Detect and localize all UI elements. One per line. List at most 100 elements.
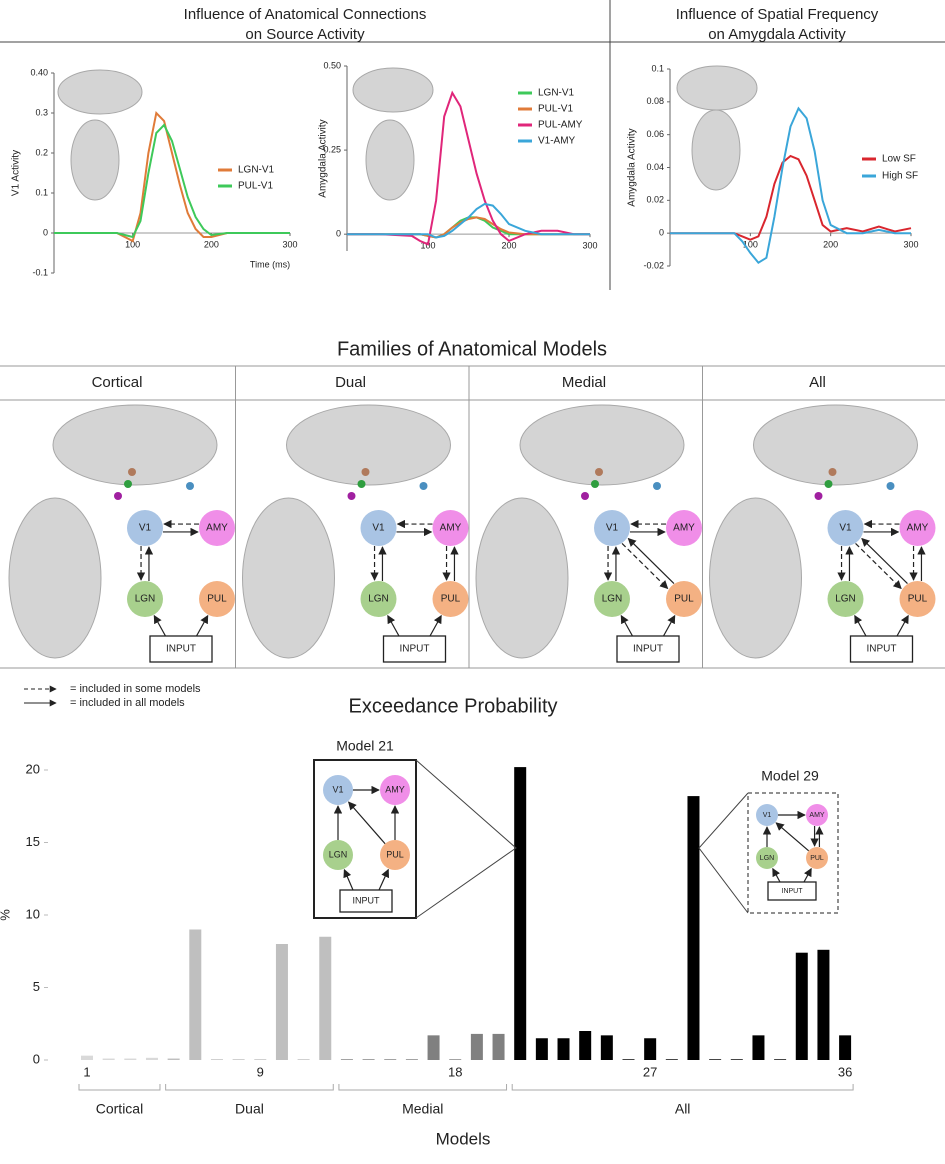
- node: [594, 510, 630, 546]
- legend-label: PUL-V1: [538, 104, 573, 115]
- bar: [600, 1035, 613, 1060]
- node: [827, 510, 864, 546]
- x-tick-label: 36: [838, 1064, 852, 1079]
- node: [594, 581, 630, 617]
- y-axis-label: Amygdala Activity: [627, 128, 638, 206]
- bar: [275, 944, 288, 1060]
- legend-label: LGN-V1: [538, 88, 575, 99]
- input-label: INPUT: [867, 644, 897, 655]
- bar: [319, 936, 332, 1060]
- node: [756, 804, 778, 826]
- bar: [167, 1058, 180, 1060]
- node-label: AMY: [673, 523, 695, 534]
- bar: [665, 1059, 678, 1060]
- node-label: V1: [372, 523, 385, 534]
- chart-title: Influence of Spatial Frequency: [676, 6, 879, 23]
- y-tick-label: 0: [336, 229, 341, 239]
- group-bracket: [165, 1084, 334, 1091]
- legend-label: V1-AMY: [538, 136, 576, 147]
- y-tick-label: -0.02: [643, 260, 664, 270]
- y-tick-label: 0.2: [35, 147, 48, 157]
- node: [899, 510, 936, 546]
- bar: [254, 1059, 267, 1060]
- node: [666, 510, 702, 546]
- x-tick-label: 1: [83, 1064, 90, 1079]
- solid-connection: [861, 537, 908, 584]
- brain-marker: [591, 480, 599, 488]
- solid-connection: [195, 614, 209, 637]
- node-label: V1: [606, 523, 619, 534]
- y-tick-label: 20: [26, 761, 40, 776]
- brain-image: [57, 69, 143, 115]
- bar: [189, 929, 202, 1060]
- y-tick-label: 0.08: [646, 96, 664, 106]
- legend-label: LGN-V1: [238, 165, 275, 176]
- bar: [514, 767, 527, 1060]
- y-tick-label: 0.04: [646, 162, 664, 172]
- brain-image: [365, 119, 415, 201]
- bar: [449, 1059, 462, 1060]
- input-box: [767, 881, 817, 901]
- node: [360, 581, 397, 617]
- bar: [644, 1038, 657, 1060]
- node-label: V1: [332, 784, 343, 794]
- x-tick-label: 300: [282, 239, 297, 249]
- series-line: [670, 106, 911, 265]
- y-tick-label: 0.1: [651, 63, 664, 73]
- y-tick-label: 0: [33, 1051, 40, 1066]
- bar: [817, 949, 830, 1060]
- input-label: INPUT: [166, 644, 196, 655]
- bar: [730, 1059, 743, 1060]
- dashed-connection: [621, 543, 669, 590]
- x-tick-label: 300: [903, 240, 918, 250]
- y-tick-label: 0: [659, 228, 664, 238]
- node-label: PUL: [810, 855, 824, 862]
- x-tick-label: 300: [582, 241, 597, 251]
- chart-title: Exceedance Probability: [348, 695, 557, 717]
- legend-label: High SF: [882, 171, 918, 182]
- bar: [774, 1059, 787, 1060]
- bar: [795, 952, 808, 1060]
- chart-title: on Source Activity: [245, 26, 365, 43]
- legend-label: PUL-AMY: [538, 120, 583, 131]
- bar: [687, 796, 700, 1060]
- y-tick-label: 0.40: [30, 67, 48, 77]
- brain-image: [52, 404, 218, 486]
- solid-connection: [429, 614, 442, 637]
- solid-connection: [803, 867, 812, 883]
- node-label: LGN: [329, 849, 348, 859]
- bar: [145, 1057, 158, 1060]
- y-tick-label: 5: [33, 979, 40, 994]
- legend-text: = included in all models: [70, 697, 185, 709]
- node: [666, 581, 702, 617]
- input-box: [382, 635, 447, 663]
- node-label: AMY: [809, 812, 825, 819]
- y-tick-label: 0.1: [35, 187, 48, 197]
- brain-marker: [419, 482, 428, 490]
- family-name: Cortical: [92, 374, 143, 391]
- node-label: PUL: [674, 594, 694, 605]
- dashed-connection: [855, 543, 902, 590]
- bar: [492, 1033, 505, 1060]
- node-label: AMY: [907, 523, 929, 534]
- solid-connection: [627, 537, 675, 584]
- node-label: AMY: [440, 523, 462, 534]
- bar: [579, 1031, 592, 1060]
- brain-image: [691, 109, 741, 191]
- brain-image: [753, 404, 918, 486]
- node-label: LGN: [368, 594, 389, 605]
- brain-image: [676, 65, 758, 111]
- solid-connection: [896, 614, 909, 637]
- brain-marker: [886, 482, 895, 490]
- node-label: AMY: [206, 523, 228, 534]
- bar: [340, 1059, 353, 1060]
- y-tick-label: 15: [26, 834, 40, 849]
- node: [806, 804, 828, 826]
- inset-title: Model 29: [761, 768, 819, 784]
- y-axis-label: V1 Activity: [11, 150, 22, 196]
- x-axis-label: Time (ms): [250, 259, 290, 269]
- bar: [535, 1038, 548, 1060]
- family-name: All: [809, 374, 826, 391]
- node: [199, 510, 235, 546]
- families-title: Families of Anatomical Models: [337, 338, 607, 360]
